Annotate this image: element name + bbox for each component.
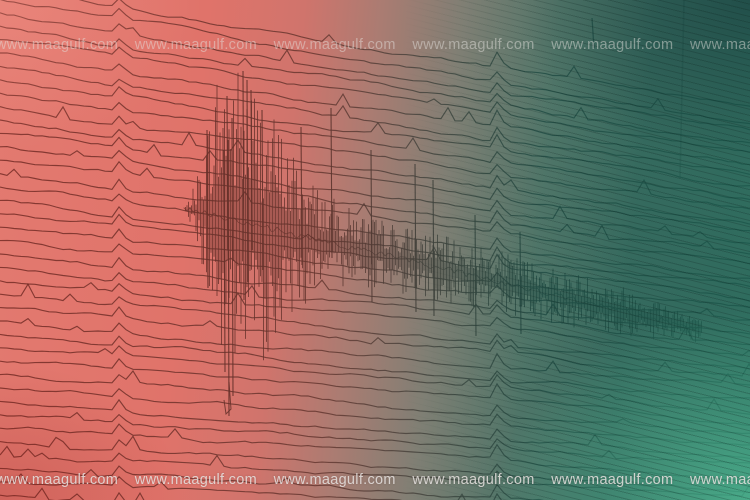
watermark-row-top: www.maagulf.com www.maagulf.com www.maag… xyxy=(0,37,750,53)
watermark-row-bottom: www.maagulf.com www.maagulf.com www.maag… xyxy=(0,472,750,488)
